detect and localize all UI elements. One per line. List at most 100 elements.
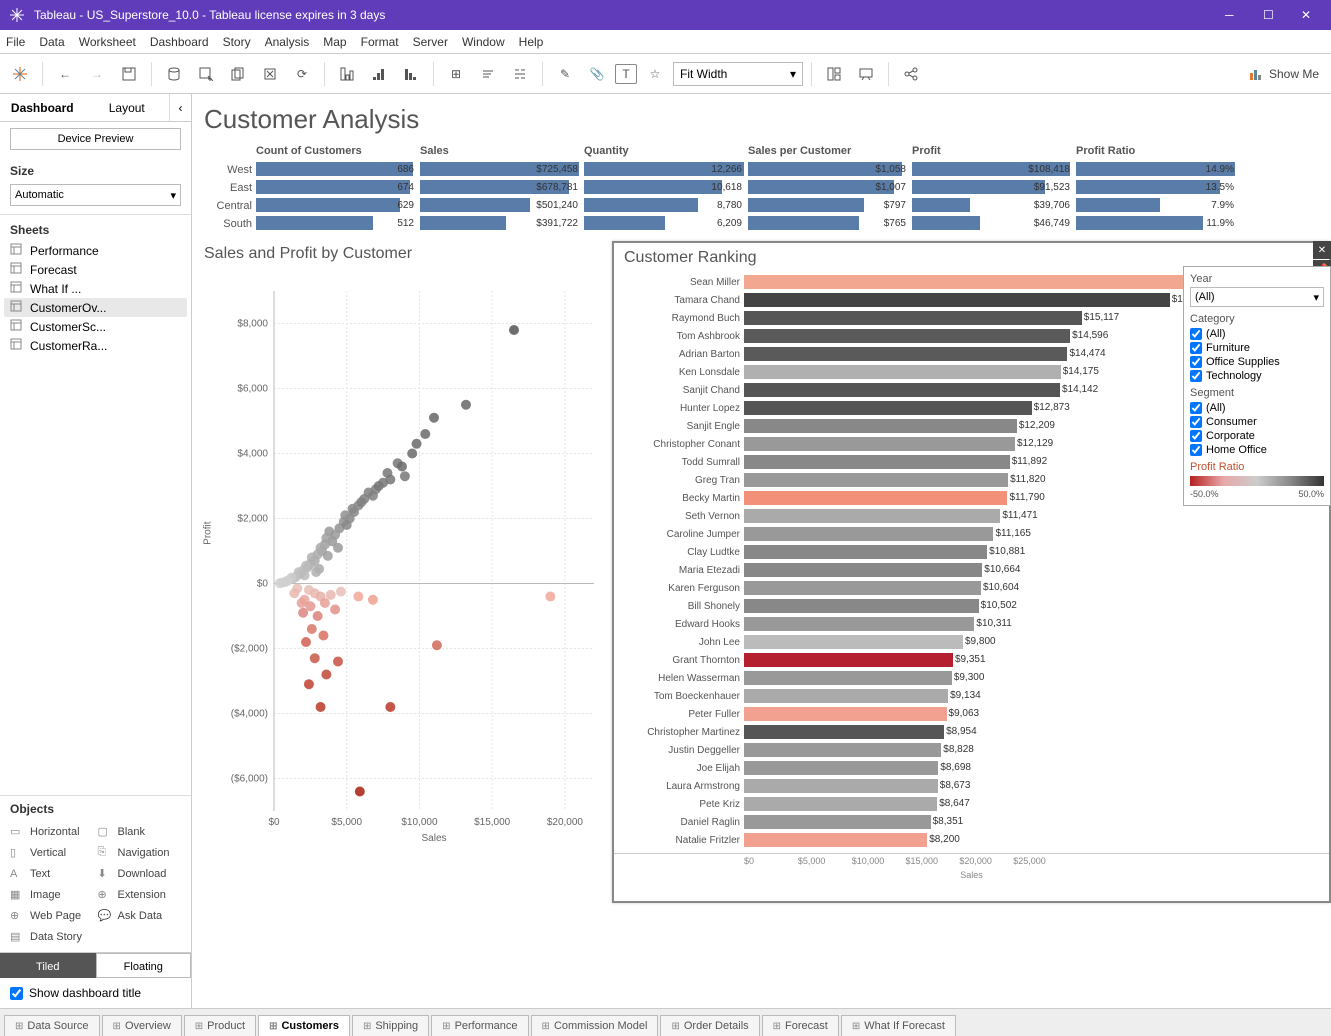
object-data-story[interactable]: ▤Data Story (10, 927, 94, 946)
metric-bar[interactable]: $797 (748, 196, 908, 214)
labels-button[interactable] (474, 60, 502, 88)
metric-bar[interactable]: $91,523 (912, 178, 1072, 196)
metric-bar[interactable]: $765 (748, 214, 908, 232)
object-ask-data[interactable]: 💬Ask Data (98, 906, 182, 925)
metric-bar[interactable]: 13.5% (1076, 178, 1236, 196)
metric-bar[interactable]: 674 (256, 178, 416, 196)
undo-button[interactable]: ← (51, 60, 79, 88)
segment-item[interactable]: Consumer (1190, 415, 1324, 429)
ranking-row[interactable]: Daniel Raglin$8,351 (614, 813, 1325, 831)
redo-button[interactable]: → (83, 60, 111, 88)
metric-bar[interactable]: 14.9% (1076, 160, 1236, 178)
ranking-row[interactable]: Edward Hooks$10,311 (614, 615, 1325, 633)
category-item[interactable]: (All) (1190, 327, 1324, 341)
totals-button[interactable]: ⊞ (442, 60, 470, 88)
metric-bar[interactable]: 512 (256, 214, 416, 232)
sheet-item[interactable]: CustomerRa... (4, 336, 187, 355)
menu-data[interactable]: Data (39, 35, 64, 49)
segment-checkbox[interactable] (1190, 444, 1202, 456)
segment-item[interactable]: (All) (1190, 401, 1324, 415)
ranking-row[interactable]: Karen Ferguson$10,604 (614, 579, 1325, 597)
category-checkbox[interactable] (1190, 328, 1202, 340)
worksheet-tab[interactable]: ⊞Order Details (660, 1015, 759, 1036)
metric-bar[interactable]: 11.9% (1076, 214, 1236, 232)
object-vertical[interactable]: ▯Vertical (10, 843, 94, 862)
menu-help[interactable]: Help (519, 35, 544, 49)
ranking-row[interactable]: Caroline Jumper$11,165 (614, 525, 1325, 543)
ranking-row[interactable]: Peter Fuller$9,063 (614, 705, 1325, 723)
size-dropdown[interactable]: Automatic▾ (10, 184, 181, 206)
metric-bar[interactable]: $39,706 (912, 196, 1072, 214)
category-checkbox[interactable] (1190, 342, 1202, 354)
ranking-row[interactable]: Grant Thornton$9,351 (614, 651, 1325, 669)
floating-tab[interactable]: Floating (96, 953, 192, 978)
ranking-row[interactable]: Bill Shonely$10,502 (614, 597, 1325, 615)
new-data-button[interactable] (160, 60, 188, 88)
metric-bar[interactable]: $1,007 (748, 178, 908, 196)
worksheet-tab[interactable]: ⊞Customers (258, 1015, 350, 1036)
ranking-row[interactable]: Clay Ludtke$10,881 (614, 543, 1325, 561)
menu-analysis[interactable]: Analysis (265, 35, 310, 49)
ranking-row[interactable]: John Lee$9,800 (614, 633, 1325, 651)
metric-bar[interactable]: $1,058 (748, 160, 908, 178)
object-download[interactable]: ⬇Download (98, 864, 182, 883)
object-extension[interactable]: ⊕Extension (98, 885, 182, 904)
text-box-button[interactable]: T (615, 64, 637, 84)
tiled-tab[interactable]: Tiled (0, 953, 96, 978)
segment-checkbox[interactable] (1190, 416, 1202, 428)
duplicate-button[interactable] (224, 60, 252, 88)
metric-bar[interactable]: $725,458 (420, 160, 580, 178)
category-item[interactable]: Technology (1190, 369, 1324, 383)
worksheet-tab[interactable]: ⊞Commission Model (531, 1015, 659, 1036)
object-text[interactable]: AText (10, 864, 94, 883)
sheet-item[interactable]: Forecast (4, 260, 187, 279)
new-worksheet-button[interactable] (192, 60, 220, 88)
metric-bar[interactable]: $391,722 (420, 214, 580, 232)
worksheet-tab[interactable]: ⊞Forecast (762, 1015, 839, 1036)
worksheet-tab[interactable]: ⊞Shipping (352, 1015, 429, 1036)
profit-ratio-gradient[interactable] (1190, 476, 1324, 486)
menu-server[interactable]: Server (413, 35, 448, 49)
save-button[interactable] (115, 60, 143, 88)
category-item[interactable]: Office Supplies (1190, 355, 1324, 369)
worksheet-tab[interactable]: ⊞Data Source (4, 1015, 100, 1036)
object-web-page[interactable]: ⊕Web Page (10, 906, 94, 925)
year-dropdown[interactable]: (All)▾ (1190, 287, 1324, 307)
metric-bar[interactable]: 629 (256, 196, 416, 214)
metric-bar[interactable]: 12,266 (584, 160, 744, 178)
ranking-row[interactable]: Joe Elijah$8,698 (614, 759, 1325, 777)
category-checkbox[interactable] (1190, 356, 1202, 368)
metric-bar[interactable]: 8,780 (584, 196, 744, 214)
ranking-row[interactable]: Pete Kriz$8,647 (614, 795, 1325, 813)
dashboard-tab[interactable]: Dashboard (0, 94, 85, 121)
metric-bar[interactable]: $108,418 (912, 160, 1072, 178)
sort-desc-button[interactable] (397, 60, 425, 88)
ranking-row[interactable]: Seth Vernon$11,471 (614, 507, 1325, 525)
swap-button[interactable] (333, 60, 361, 88)
layout-tab[interactable]: Layout (85, 94, 170, 121)
segment-item[interactable]: Corporate (1190, 429, 1324, 443)
cards-button[interactable] (820, 60, 848, 88)
menu-window[interactable]: Window (462, 35, 505, 49)
share-button[interactable] (897, 60, 925, 88)
tableau-icon[interactable] (6, 60, 34, 88)
worksheet-tab[interactable]: ⊞Performance (431, 1015, 528, 1036)
presentation-button[interactable] (852, 60, 880, 88)
menu-worksheet[interactable]: Worksheet (79, 35, 136, 49)
format-button[interactable]: ✎ (551, 60, 579, 88)
attachment-button[interactable]: 📎 (583, 60, 611, 88)
worksheet-tab[interactable]: ⊞What If Forecast (841, 1015, 956, 1036)
maximize-button[interactable]: ☐ (1263, 8, 1277, 22)
segment-item[interactable]: Home Office (1190, 443, 1324, 457)
menu-story[interactable]: Story (223, 35, 251, 49)
sheet-item[interactable]: Performance (4, 241, 187, 260)
metric-bar[interactable]: 10,618 (584, 178, 744, 196)
show-title-checkbox[interactable] (10, 987, 23, 1000)
metric-bar[interactable]: $678,781 (420, 178, 580, 196)
object-image[interactable]: ▦Image (10, 885, 94, 904)
menu-format[interactable]: Format (361, 35, 399, 49)
device-preview-button[interactable]: Device Preview (10, 128, 181, 150)
pin-button[interactable]: ☆ (641, 60, 669, 88)
segment-checkbox[interactable] (1190, 430, 1202, 442)
metric-bar[interactable]: 686 (256, 160, 416, 178)
